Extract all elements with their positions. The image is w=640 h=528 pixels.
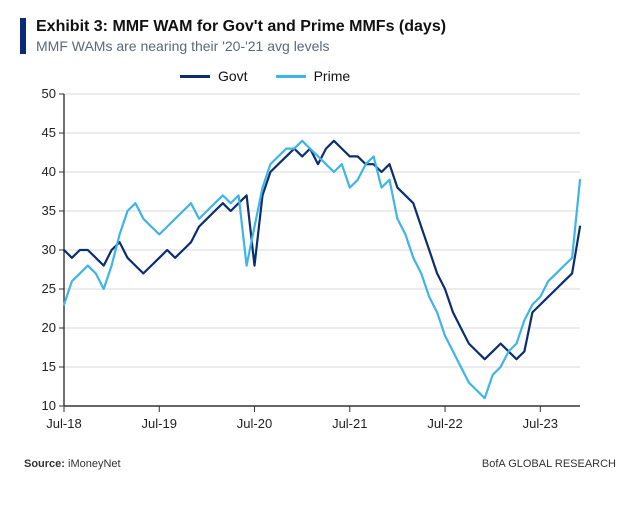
svg-text:20: 20	[42, 320, 56, 335]
exhibit-title: Exhibit 3: MMF WAM for Gov't and Prime M…	[36, 18, 620, 36]
legend-swatch-prime	[276, 75, 306, 78]
chart-area: Govt Prime 10 15 20 25 30 35 40 45 50 Jul-18 Jul-1…	[20, 66, 600, 446]
svg-text:25: 25	[42, 281, 56, 296]
svg-text:Jul-23: Jul-23	[523, 416, 558, 431]
exhibit-subtitle: MMF WAMs are nearing their '20-'21 avg l…	[36, 38, 620, 54]
svg-text:Jul-19: Jul-19	[142, 416, 177, 431]
attribution: BofA GLOBAL RESEARCH	[482, 458, 616, 470]
svg-text:Jul-21: Jul-21	[332, 416, 367, 431]
svg-text:30: 30	[42, 242, 56, 257]
svg-text:Jul-20: Jul-20	[237, 416, 272, 431]
svg-text:50: 50	[42, 86, 56, 101]
svg-text:40: 40	[42, 164, 56, 179]
svg-text:35: 35	[42, 203, 56, 218]
svg-text:Jul-22: Jul-22	[427, 416, 462, 431]
legend-item-prime: Prime	[276, 68, 351, 84]
source-value: iMoneyNet	[68, 458, 121, 470]
legend: Govt Prime	[180, 68, 350, 84]
legend-label-govt: Govt	[218, 68, 248, 84]
legend-item-govt: Govt	[180, 68, 248, 84]
source: Source: iMoneyNet	[24, 458, 121, 470]
legend-label-prime: Prime	[314, 68, 351, 84]
exhibit-footer: Source: iMoneyNet BofA GLOBAL RESEARCH	[20, 458, 620, 470]
svg-text:10: 10	[42, 398, 56, 413]
svg-text:45: 45	[42, 125, 56, 140]
exhibit-header: Exhibit 3: MMF WAM for Gov't and Prime M…	[20, 18, 620, 54]
source-label: Source:	[24, 458, 65, 470]
svg-text:15: 15	[42, 359, 56, 374]
chart-svg: 10 15 20 25 30 35 40 45 50 Jul-18 Jul-19 Jul-20 Jul-…	[20, 66, 600, 446]
legend-swatch-govt	[180, 75, 210, 78]
svg-text:Jul-18: Jul-18	[46, 416, 81, 431]
